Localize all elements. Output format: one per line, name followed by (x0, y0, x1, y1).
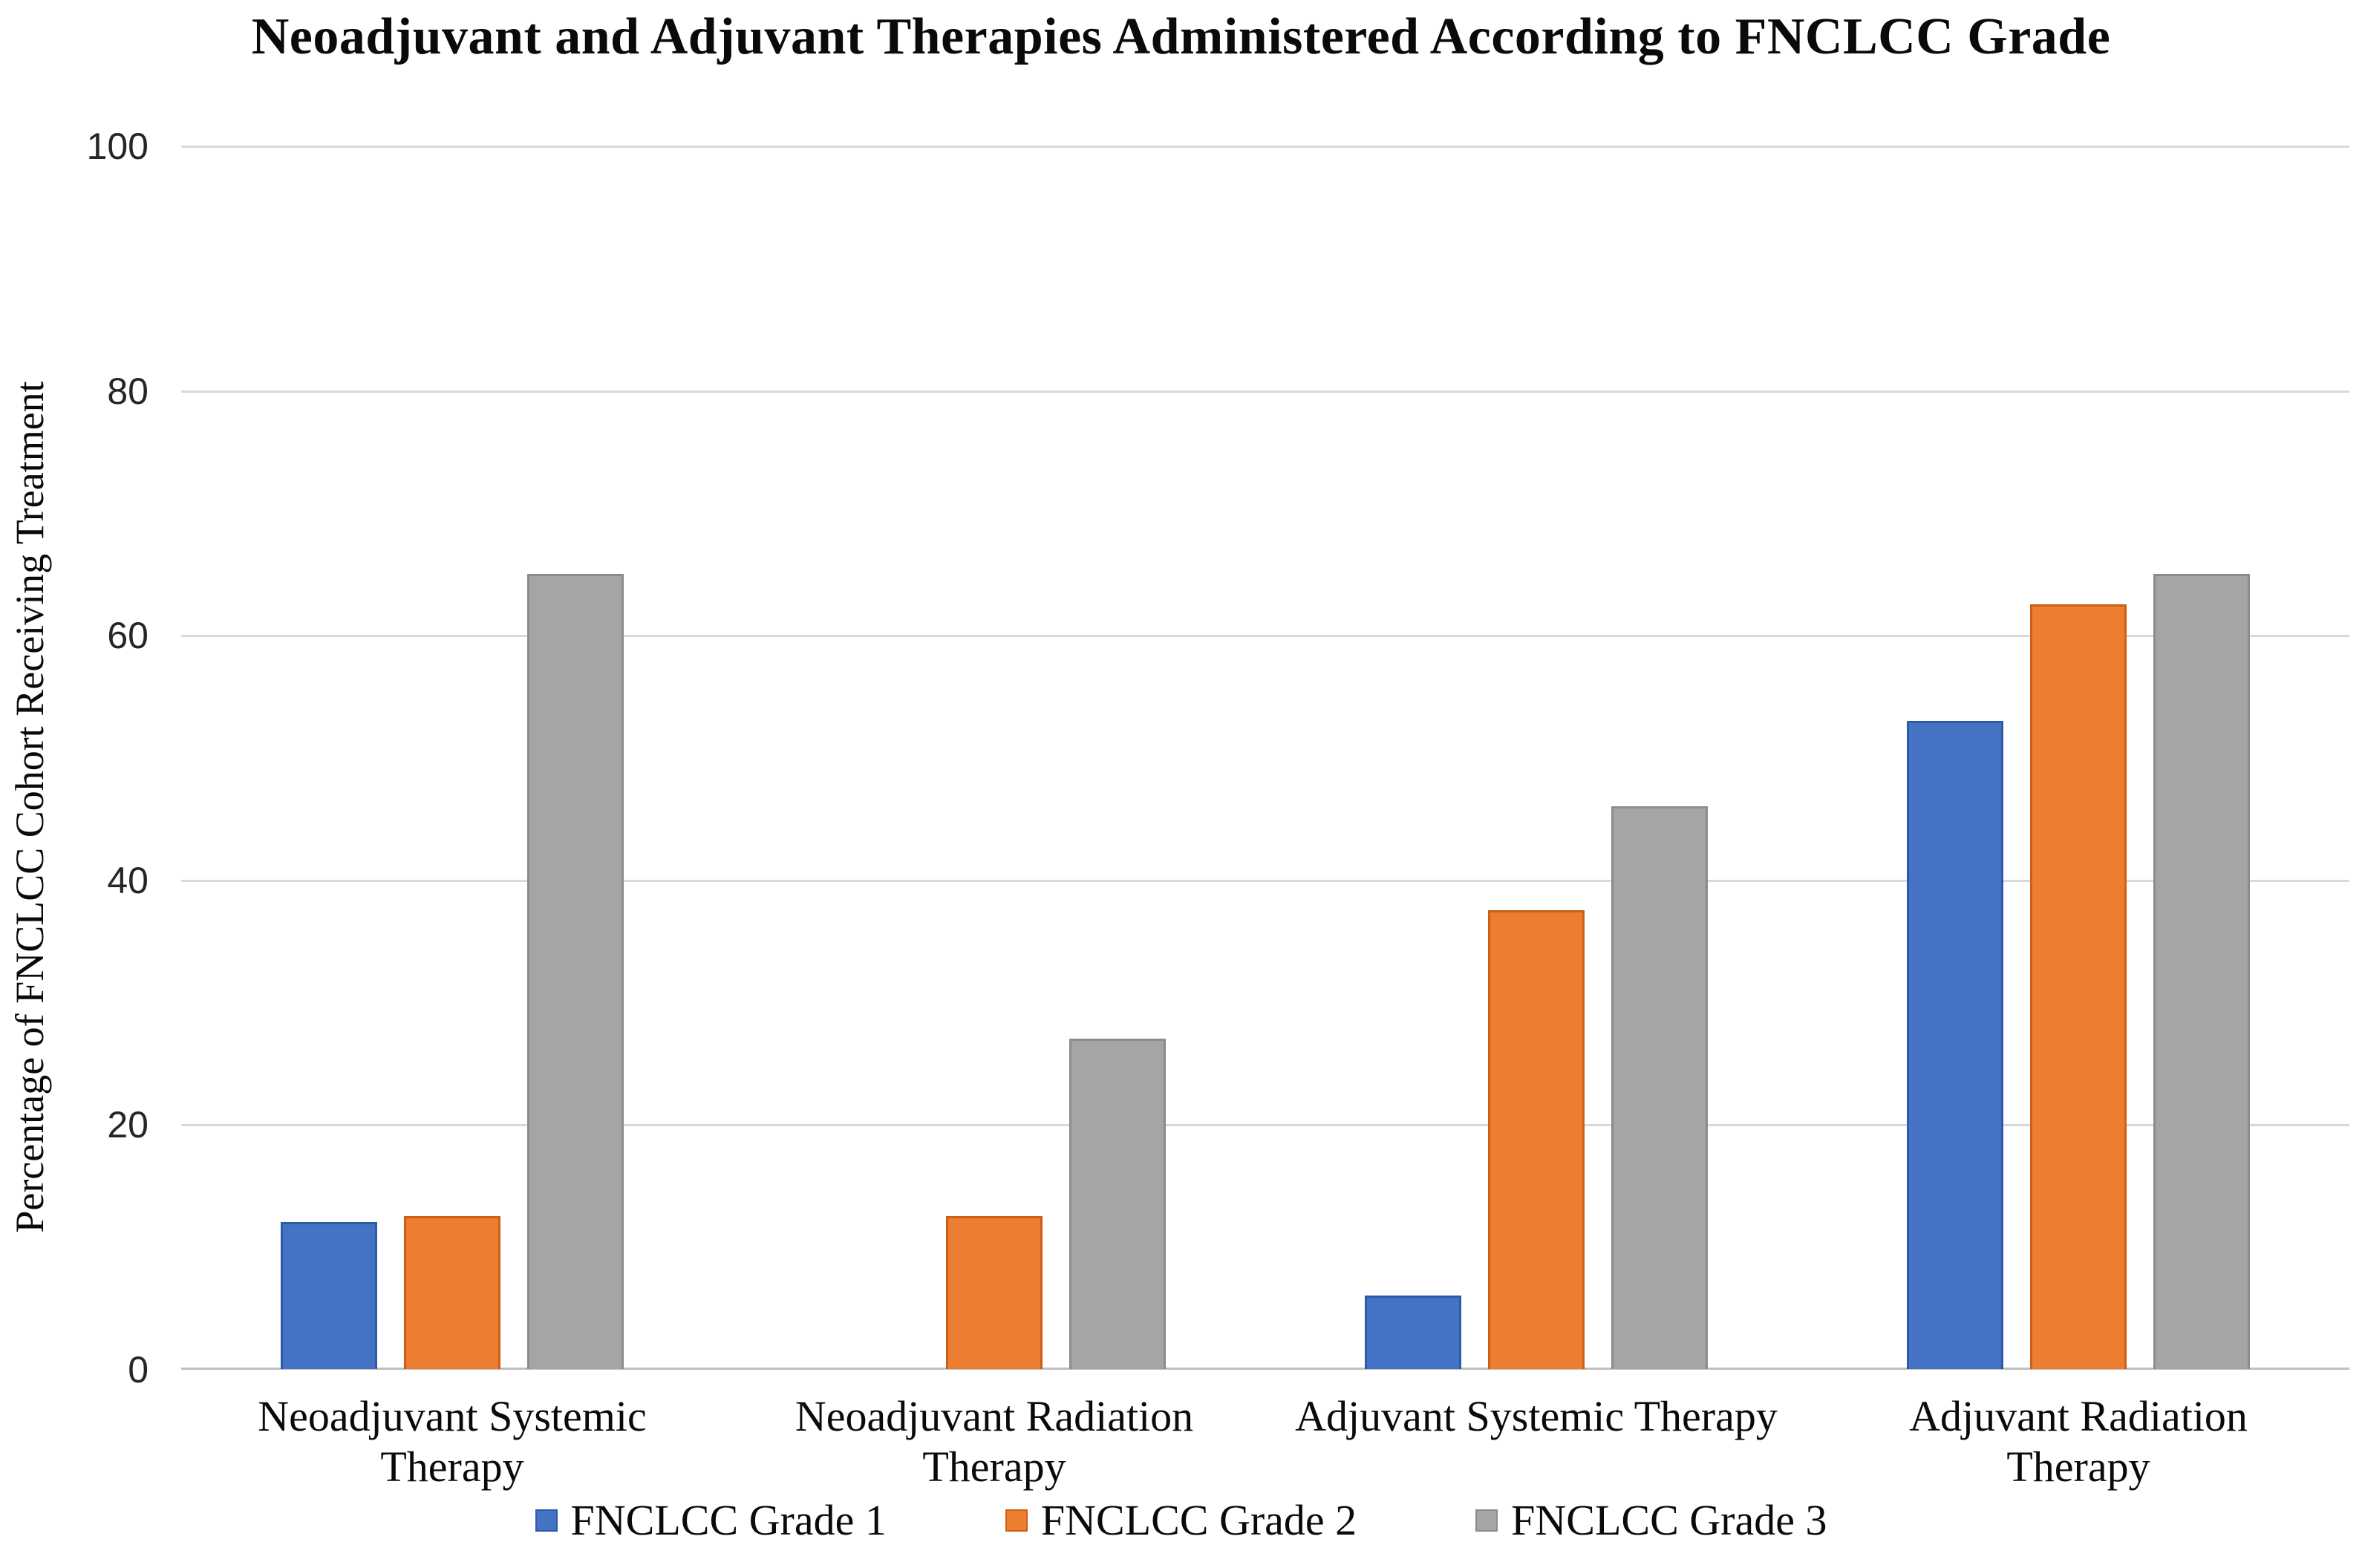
bar (2153, 574, 2250, 1369)
category-label: Adjuvant Radiation Therapy (1802, 1391, 2355, 1492)
bar (1611, 806, 1708, 1369)
gridline (181, 1124, 2349, 1126)
bar (1365, 1296, 1461, 1369)
bar (1488, 910, 1585, 1369)
y-tick-label: 0 (128, 1349, 149, 1391)
category-label: Adjuvant Systemic Therapy (1260, 1391, 1813, 1442)
y-tick-label: 80 (107, 370, 149, 412)
category-label: Neoadjuvant Radiation Therapy (718, 1391, 1270, 1492)
x-axis-baseline (181, 1368, 2349, 1370)
legend-label: FNCLCC Grade 3 (1511, 1496, 1827, 1544)
legend-item: FNCLCC Grade 2 (1005, 1495, 1357, 1545)
legend-item: FNCLCC Grade 3 (1475, 1495, 1827, 1545)
bar (404, 1216, 500, 1369)
legend: FNCLCC Grade 1 FNCLCC Grade 2 FNCLCC Grade… (0, 1495, 2362, 1545)
gridline (181, 391, 2349, 393)
y-tick-label: 60 (107, 615, 149, 656)
legend-label: FNCLCC Grade 1 (570, 1496, 887, 1544)
gridline (181, 146, 2349, 148)
legend-item: FNCLCC Grade 1 (535, 1495, 887, 1545)
bar (281, 1222, 377, 1369)
plot-area (181, 146, 2349, 1370)
y-tick-label: 100 (86, 125, 149, 167)
category-label-line: Neoadjuvant Systemic (258, 1392, 647, 1440)
y-axis-title: Percentage of FNCLCC Cohort Receiving Tr… (7, 381, 52, 1233)
category-label: Neoadjuvant Systemic Therapy (176, 1391, 728, 1492)
gridline (181, 880, 2349, 882)
legend-swatch-icon (535, 1509, 558, 1532)
y-tick-label: 40 (107, 860, 149, 901)
bar (1907, 721, 2003, 1369)
bar (527, 574, 624, 1369)
bar (2030, 604, 2127, 1369)
category-label-line: Therapy (380, 1442, 524, 1491)
category-label-line: Therapy (922, 1442, 1066, 1491)
legend-swatch-icon (1475, 1509, 1498, 1532)
y-tick-label: 20 (107, 1104, 149, 1146)
category-label-line: Adjuvant Systemic Therapy (1295, 1392, 1778, 1440)
legend-swatch-icon (1005, 1509, 1028, 1532)
legend-label: FNCLCC Grade 2 (1040, 1496, 1357, 1544)
bar (1069, 1039, 1166, 1369)
category-label-line: Adjuvant Radiation (1909, 1392, 2248, 1440)
bar (946, 1216, 1043, 1369)
chart-title: Neoadjuvant and Adjuvant Therapies Admin… (251, 8, 2111, 65)
category-label-line: Therapy (2006, 1442, 2150, 1491)
category-label-line: Neoadjuvant Radiation (795, 1392, 1194, 1440)
gridline (181, 635, 2349, 637)
